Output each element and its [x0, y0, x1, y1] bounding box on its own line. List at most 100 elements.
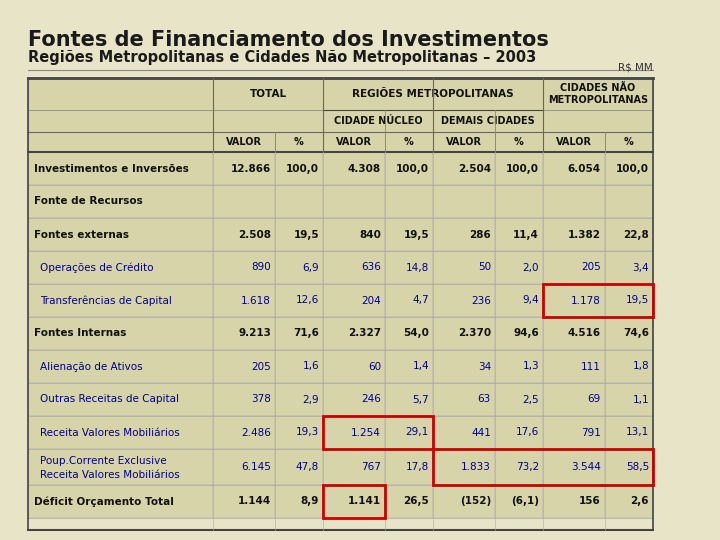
Bar	[28, 78, 213, 110]
Bar	[323, 449, 385, 485]
Bar	[495, 350, 543, 383]
Bar	[323, 284, 385, 317]
Bar	[433, 218, 495, 251]
Bar	[543, 185, 605, 218]
Bar	[605, 383, 653, 416]
Bar	[275, 251, 323, 284]
Text: 14,8: 14,8	[406, 262, 429, 273]
Bar	[605, 218, 653, 251]
Bar	[605, 317, 653, 350]
Text: 26,5: 26,5	[403, 496, 429, 507]
Bar	[323, 152, 385, 185]
Bar	[433, 449, 653, 485]
Bar	[605, 449, 653, 485]
Bar	[213, 110, 323, 132]
Text: 205: 205	[251, 361, 271, 372]
Text: 100,0: 100,0	[286, 164, 319, 173]
Bar	[323, 110, 433, 132]
Text: 2,6: 2,6	[631, 496, 649, 507]
Text: Operações de Crédito: Operações de Crédito	[40, 262, 153, 273]
Bar	[28, 350, 213, 383]
Text: 286: 286	[469, 230, 491, 240]
Bar	[605, 284, 653, 317]
Bar	[543, 251, 605, 284]
Bar	[28, 383, 213, 416]
Text: 236: 236	[471, 295, 491, 306]
Bar	[28, 485, 213, 518]
Bar	[433, 449, 495, 485]
Text: 441: 441	[471, 428, 491, 437]
Text: 12,6: 12,6	[296, 295, 319, 306]
Bar	[275, 185, 323, 218]
Bar	[323, 485, 385, 518]
Bar	[213, 416, 275, 449]
Text: 94,6: 94,6	[513, 328, 539, 339]
Text: VALOR: VALOR	[226, 137, 262, 147]
Text: 1.144: 1.144	[238, 496, 271, 507]
Bar	[323, 218, 385, 251]
Text: Investimentos e Inversões: Investimentos e Inversões	[34, 164, 189, 173]
Bar	[213, 350, 275, 383]
Text: Déficit Orçamento Total: Déficit Orçamento Total	[34, 496, 174, 507]
Text: 1,8: 1,8	[632, 361, 649, 372]
Text: 74,6: 74,6	[623, 328, 649, 339]
Text: 767: 767	[361, 462, 381, 472]
Text: 58,5: 58,5	[626, 462, 649, 472]
Text: 47,8: 47,8	[296, 462, 319, 472]
Bar	[28, 110, 213, 132]
Text: 3.544: 3.544	[571, 462, 601, 472]
Bar	[28, 185, 213, 218]
Text: REGIÕES METROPOLITANAS: REGIÕES METROPOLITANAS	[352, 89, 514, 99]
Bar	[213, 284, 275, 317]
Bar	[495, 185, 543, 218]
Text: 1.618: 1.618	[241, 295, 271, 306]
Bar	[543, 284, 605, 317]
Text: 4,7: 4,7	[413, 295, 429, 306]
Text: 29,1: 29,1	[406, 428, 429, 437]
Text: Receita Valores Mobiliários: Receita Valores Mobiliários	[40, 428, 180, 437]
Text: 2.327: 2.327	[348, 328, 381, 339]
Bar	[323, 132, 385, 152]
Bar	[385, 251, 433, 284]
Bar	[213, 485, 275, 518]
Bar	[385, 152, 433, 185]
Bar	[28, 152, 213, 185]
Bar	[495, 449, 543, 485]
Bar	[323, 78, 543, 110]
Text: 1,1: 1,1	[632, 395, 649, 404]
Bar	[543, 350, 605, 383]
Text: 890: 890	[251, 262, 271, 273]
Text: 50: 50	[478, 262, 491, 273]
Bar	[385, 284, 433, 317]
Bar	[495, 317, 543, 350]
Text: 1.141: 1.141	[348, 496, 381, 507]
Text: (152): (152)	[460, 496, 491, 507]
Text: 69: 69	[588, 395, 601, 404]
Text: 17,8: 17,8	[406, 462, 429, 472]
Text: 2.504: 2.504	[458, 164, 491, 173]
Bar	[433, 251, 495, 284]
Text: %: %	[294, 137, 304, 147]
Bar	[28, 416, 213, 449]
Text: Transferências de Capital: Transferências de Capital	[40, 295, 172, 306]
Text: 11,4: 11,4	[513, 230, 539, 240]
Bar	[323, 416, 385, 449]
Bar	[385, 383, 433, 416]
Bar	[605, 185, 653, 218]
Text: 2,9: 2,9	[302, 395, 319, 404]
Text: Outras Receitas de Capital: Outras Receitas de Capital	[40, 395, 179, 404]
Bar	[213, 218, 275, 251]
Text: 205: 205	[581, 262, 601, 273]
Text: 2,0: 2,0	[523, 262, 539, 273]
Bar	[495, 284, 543, 317]
Text: 19,3: 19,3	[296, 428, 319, 437]
Bar	[213, 152, 275, 185]
Bar	[433, 350, 495, 383]
Text: %: %	[514, 137, 524, 147]
Bar	[543, 317, 605, 350]
Bar	[213, 185, 275, 218]
Bar	[495, 218, 543, 251]
Text: 8,9: 8,9	[301, 496, 319, 507]
Text: 2.508: 2.508	[238, 230, 271, 240]
Text: Fontes externas: Fontes externas	[34, 230, 129, 240]
